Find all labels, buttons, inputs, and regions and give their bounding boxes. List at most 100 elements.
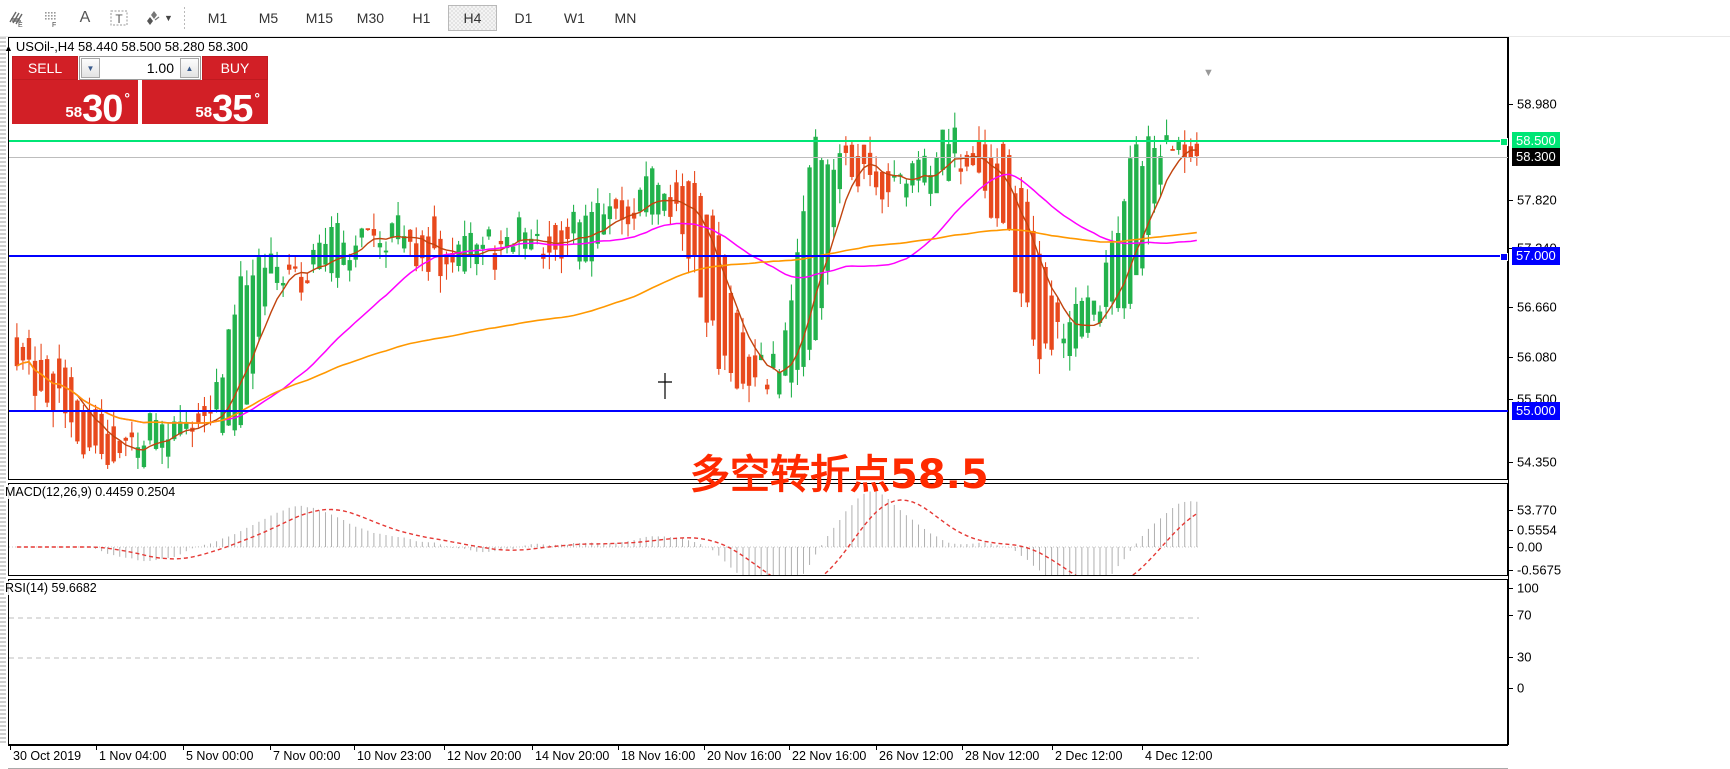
timeframe-m5[interactable]: M5 <box>258 10 279 26</box>
chart-left-grip[interactable] <box>0 37 6 745</box>
price-chart-canvas[interactable] <box>9 38 1507 479</box>
price-badge-55000[interactable]: 55.000 <box>1512 402 1560 420</box>
text-object-icon[interactable]: T <box>102 2 136 34</box>
axis-label-53770: 53.770 <box>1517 502 1557 518</box>
volume-decrease-icon[interactable]: ▼ <box>81 58 100 78</box>
level-line-57000[interactable] <box>9 255 1508 257</box>
time-tick <box>532 746 533 750</box>
rsi-label: RSI(14) 59.6682 <box>4 581 98 595</box>
time-tick <box>183 746 184 750</box>
axis-tick <box>1508 510 1513 511</box>
sell-button[interactable]: SELL <box>12 56 78 80</box>
time-tick <box>444 746 445 750</box>
timeframe-w1[interactable]: W1 <box>563 10 585 26</box>
time-label-12: 2 Dec 12:00 <box>1055 749 1123 763</box>
time-label-2: 5 Nov 00:00 <box>186 749 254 763</box>
buy-price-fraction: ° <box>254 90 260 106</box>
time-tick <box>354 746 355 750</box>
rsi-axis-label-0: 0 <box>1517 680 1525 696</box>
time-tick <box>962 746 963 750</box>
svg-text:E: E <box>18 22 23 28</box>
axis-tick <box>1508 357 1513 358</box>
sell-price-fraction: ° <box>124 90 130 106</box>
time-tick <box>10 746 11 750</box>
time-label-6: 14 Nov 20:00 <box>535 749 610 763</box>
volume-stepper[interactable]: ▼ 1.00 ▲ <box>79 56 201 80</box>
svg-text:T: T <box>115 12 123 26</box>
timeframe-mn[interactable]: MN <box>614 10 637 26</box>
axis-tick <box>1508 570 1513 571</box>
objects-dropdown-caret-icon[interactable]: ▼ <box>164 13 173 23</box>
price-badge-current[interactable]: 58.300 <box>1512 148 1560 166</box>
rsi-canvas[interactable] <box>9 580 1507 744</box>
time-label-7: 18 Nov 16:00 <box>621 749 696 763</box>
level-line-55000[interactable] <box>9 410 1508 412</box>
buy-price-display[interactable]: 58 35 ° <box>142 80 268 124</box>
time-label-0: 30 Oct 2019 <box>13 749 82 763</box>
text-label-icon[interactable]: A <box>79 9 91 26</box>
one-click-trading-panel[interactable]: SELL ▼ 1.00 ▲ BUY 58 30 ° 58 35 ° <box>12 56 268 124</box>
time-tick <box>704 746 705 750</box>
buy-price-prefix: 58 <box>195 104 213 121</box>
value-axis[interactable]: 58.980 57.820 57.240 56.660 56.080 55.50… <box>1508 37 1730 745</box>
time-label-8: 20 Nov 16:00 <box>707 749 782 763</box>
time-label-5: 12 Nov 20:00 <box>447 749 522 763</box>
volume-increase-icon[interactable]: ▲ <box>180 58 199 78</box>
macd-axis-label-upper: 0.5554 <box>1517 522 1557 538</box>
rsi-panel[interactable] <box>8 579 1508 745</box>
level-line-58500[interactable] <box>9 140 1508 142</box>
rsi-axis-label-30: 30 <box>1517 649 1532 665</box>
axis-tick <box>1508 530 1513 531</box>
svg-text:F: F <box>52 22 56 28</box>
time-label-1: 1 Nov 04:00 <box>99 749 167 763</box>
level-line-58300 <box>9 157 1508 158</box>
buy-button[interactable]: BUY <box>202 56 268 80</box>
axis-label-56660: 56.660 <box>1517 299 1557 315</box>
axis-tick <box>1508 657 1513 658</box>
buy-price-main: 35 <box>212 88 253 124</box>
macd-axis-label-zero: 0.00 <box>1517 539 1543 555</box>
time-axis[interactable]: 30 Oct 2019 1 Nov 04:00 5 Nov 00:00 7 No… <box>8 745 1508 769</box>
level-handle-57000[interactable] <box>1500 253 1508 261</box>
timeframe-m30[interactable]: M30 <box>356 10 385 26</box>
time-tick <box>789 746 790 750</box>
sell-price-display[interactable]: 58 30 ° <box>12 80 138 124</box>
axis-tick <box>1508 462 1513 463</box>
price-badge-57000[interactable]: 57.000 <box>1512 247 1560 265</box>
timeframe-m1[interactable]: M1 <box>207 10 228 26</box>
data-window-icon[interactable]: F <box>34 2 68 34</box>
time-tick <box>1142 746 1143 750</box>
time-tick <box>618 746 619 750</box>
timeframe-h4[interactable]: H4 <box>447 5 497 31</box>
axis-tick <box>1508 547 1513 548</box>
macd-canvas[interactable] <box>9 484 1507 575</box>
macd-label: MACD(12,26,9) 0.4459 0.2504 <box>4 485 177 499</box>
axis-label-56080: 56.080 <box>1517 349 1557 365</box>
price-badge-take-profit[interactable]: 58.500 <box>1512 132 1560 150</box>
axis-label-57820: 57.820 <box>1517 192 1557 208</box>
chart-shift-marker-icon[interactable]: ▼ <box>1203 67 1214 79</box>
chart-annotation: 多空转折点58.5 <box>690 452 989 498</box>
macd-panel[interactable] <box>8 483 1508 576</box>
rsi-axis-label-70: 70 <box>1517 607 1532 623</box>
time-tick <box>1052 746 1053 750</box>
time-label-4: 10 Nov 23:00 <box>357 749 432 763</box>
axis-line <box>1508 37 1509 745</box>
axis-tick <box>1508 399 1513 400</box>
axis-tick <box>1508 248 1513 249</box>
time-label-9: 22 Nov 16:00 <box>792 749 867 763</box>
axis-tick <box>1508 200 1513 201</box>
level-handle-58500[interactable] <box>1500 138 1508 146</box>
objects-icon[interactable] <box>136 2 170 34</box>
time-label-10: 26 Nov 12:00 <box>879 749 954 763</box>
time-label-3: 7 Nov 00:00 <box>273 749 341 763</box>
collapse-triangle-icon[interactable]: ▲ <box>4 42 13 53</box>
quote-row: 58 30 ° 58 35 ° <box>12 80 268 124</box>
timeframe-h1[interactable]: H1 <box>412 10 431 26</box>
timeframe-d1[interactable]: D1 <box>514 10 533 26</box>
time-tick <box>96 746 97 750</box>
indicators-icon[interactable]: E <box>0 2 34 34</box>
timeframe-m15[interactable]: M15 <box>305 10 334 26</box>
volume-value[interactable]: 1.00 <box>146 60 174 76</box>
trade-controls-row: SELL ▼ 1.00 ▲ BUY <box>12 56 268 80</box>
